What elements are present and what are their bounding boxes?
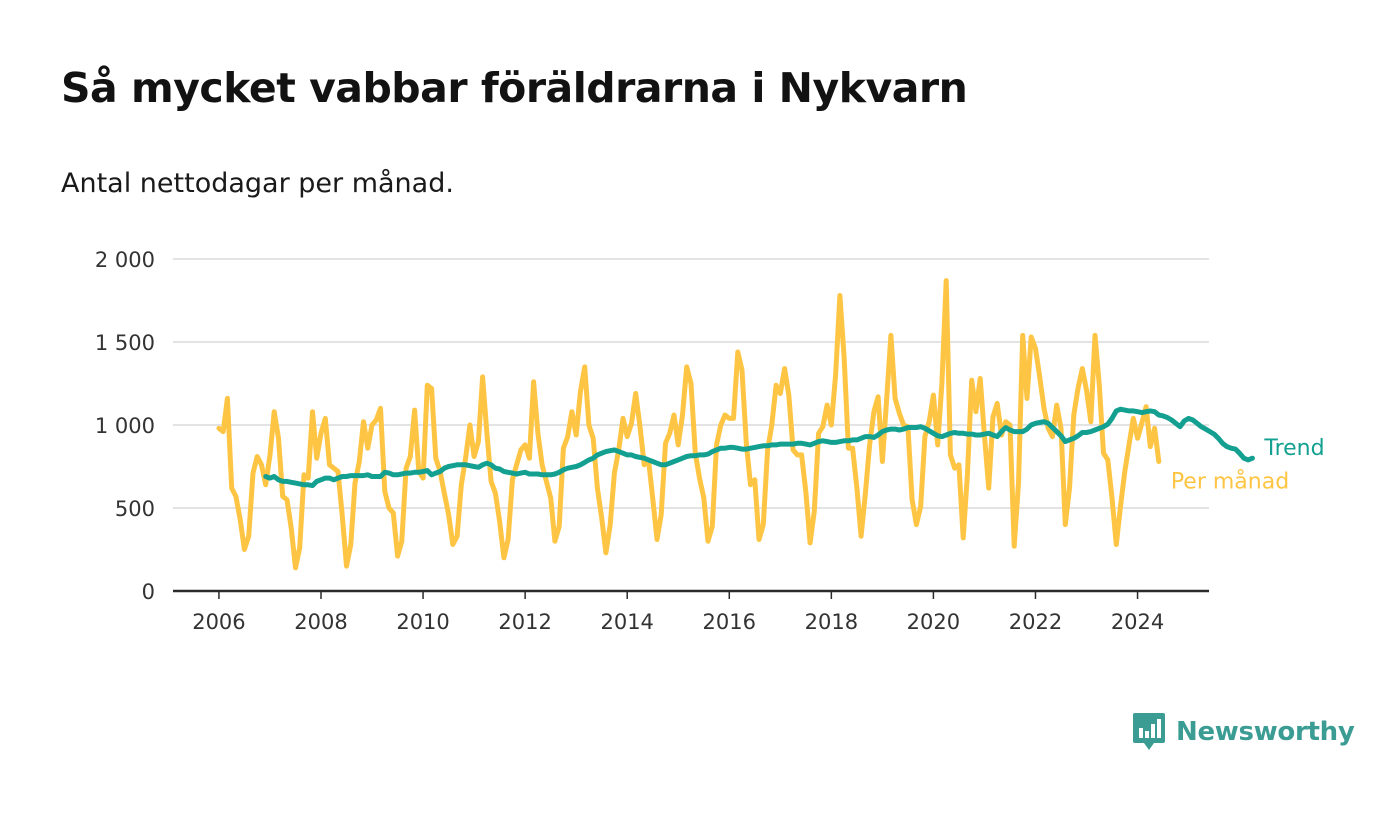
legend-label-trend: Trend [1263, 436, 1324, 461]
y-axis-ticks: 0 500 1 000 1 500 2 000 [95, 248, 155, 604]
series-line-trend [263, 406, 1255, 489]
series-line-per-manad [216, 278, 1162, 571]
x-tick-label: 2006 [192, 610, 245, 634]
x-tick-label: 2018 [805, 610, 858, 634]
chart-subtitle: Antal nettodagar per månad. [61, 168, 454, 199]
x-tick-label: 2008 [294, 610, 347, 634]
y-tick-label: 2 000 [95, 248, 155, 272]
legend: Per månad Trend [1171, 436, 1325, 494]
brand-name: Newsworthy [1176, 717, 1355, 747]
x-tick-label: 2020 [907, 610, 960, 634]
bar-chart-speech-bubble-icon [1133, 713, 1165, 750]
x-axis: 2006 2008 2010 2012 2014 2016 2018 2020 2022 2024 [173, 589, 1209, 634]
series-lines [216, 278, 1255, 571]
y-tick-label: 1 000 [95, 414, 155, 438]
x-tick-label: 2022 [1009, 610, 1062, 634]
chart-title: Så mycket vabbar föräldrarna i Nykvarn [61, 64, 968, 112]
x-tick-label: 2024 [1111, 610, 1164, 634]
x-tick-label: 2010 [396, 610, 449, 634]
x-tick-label: 2012 [498, 610, 551, 634]
newsworthy-logo: Newsworthy [1132, 712, 1355, 752]
y-tick-label: 0 [142, 580, 155, 604]
legend-label-per-manad: Per månad [1171, 469, 1289, 495]
x-tick-label: 2016 [703, 610, 756, 634]
y-tick-label: 1 500 [95, 331, 155, 355]
y-tick-label: 500 [115, 497, 155, 521]
x-tick-label: 2014 [600, 610, 653, 634]
